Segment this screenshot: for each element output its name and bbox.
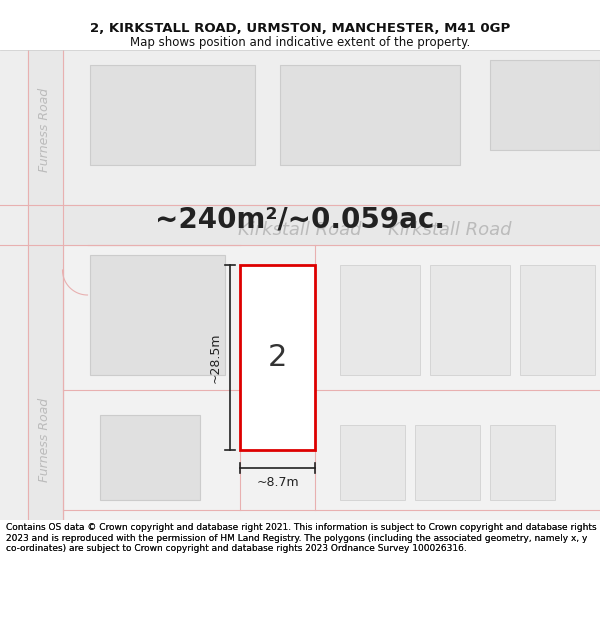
Text: Kirkstall Road: Kirkstall Road [388,221,512,239]
Bar [100,415,200,500]
Text: 2: 2 [268,343,287,372]
Bar [280,65,460,165]
Text: Furness Road: Furness Road [37,398,50,482]
Bar [490,425,555,500]
Bar [490,60,600,150]
Bar [0,50,62,520]
Text: Map shows position and indicative extent of the property.: Map shows position and indicative extent… [130,36,470,49]
Text: Furness Road: Furness Road [37,88,50,172]
Bar [430,265,510,375]
Bar [340,425,405,500]
Text: ~240m²/~0.059ac.: ~240m²/~0.059ac. [155,206,445,234]
Bar [28,50,62,520]
Bar [90,65,255,165]
Text: Contains OS data © Crown copyright and database right 2021. This information is : Contains OS data © Crown copyright and d… [6,523,596,553]
Bar [0,50,600,205]
Bar [0,205,600,245]
Bar [90,255,225,375]
Text: ~28.5m: ~28.5m [209,332,222,382]
Bar [415,425,480,500]
Bar [520,265,595,375]
Bar [240,265,315,450]
Text: ~8.7m: ~8.7m [256,476,299,489]
Text: 2, KIRKSTALL ROAD, URMSTON, MANCHESTER, M41 0GP: 2, KIRKSTALL ROAD, URMSTON, MANCHESTER, … [90,22,510,35]
Bar [340,265,420,375]
Text: Kirkstall Road: Kirkstall Road [238,221,362,239]
Text: Contains OS data © Crown copyright and database right 2021. This information is : Contains OS data © Crown copyright and d… [6,523,596,553]
